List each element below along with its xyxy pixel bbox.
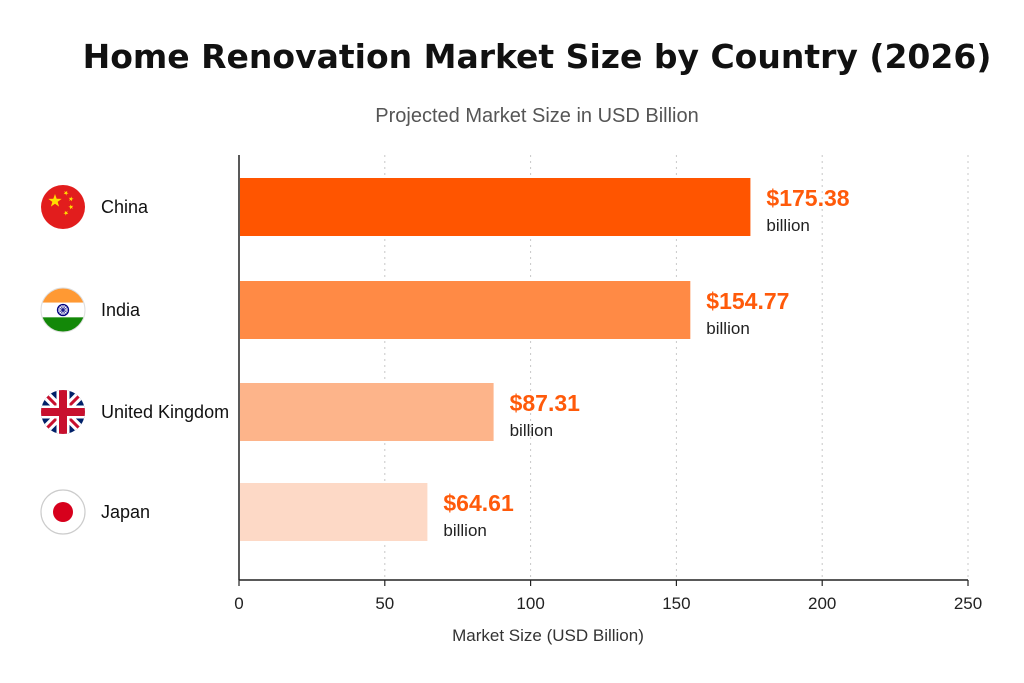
japan-flag-icon: [40, 489, 86, 535]
bar: [240, 483, 428, 541]
china-flag-icon: [41, 185, 85, 229]
chart-subtitle: Projected Market Size in USD Billion: [375, 105, 698, 127]
y-tick-label: United Kingdom: [101, 402, 229, 422]
bar: [240, 281, 691, 339]
flags: [40, 185, 86, 535]
x-tick-label: 50: [375, 594, 394, 613]
data-label-unit: billion: [443, 521, 486, 540]
x-tick-label: 200: [808, 594, 836, 613]
x-axis-label: Market Size (USD Billion): [452, 626, 644, 645]
x-tick-label: 150: [662, 594, 690, 613]
data-label-unit: billion: [766, 216, 809, 235]
data-label: $154.77: [706, 288, 789, 314]
bars: [240, 178, 751, 541]
x-tick-label: 250: [954, 594, 982, 613]
uk-flag-icon: [41, 390, 85, 434]
data-label: $87.31: [510, 390, 581, 416]
data-label: $175.38: [766, 185, 849, 211]
labels: $175.38 billion China $154.77 billion India $8…: [101, 185, 850, 540]
y-tick-label: China: [101, 197, 149, 217]
y-tick-label: India: [101, 300, 141, 320]
x-tick-label: 0: [234, 594, 243, 613]
x-ticks: 0 50 100 150 200 250: [234, 580, 982, 613]
chart-title: Home Renovation Market Size by Country (…: [83, 37, 992, 76]
bar: [240, 383, 494, 441]
bar: [240, 178, 751, 236]
data-label-unit: billion: [706, 319, 749, 338]
y-tick-label: Japan: [101, 502, 150, 522]
data-label-unit: billion: [510, 421, 553, 440]
india-flag-icon: [40, 287, 86, 333]
data-label: $64.61: [443, 490, 514, 516]
x-tick-label: 100: [516, 594, 544, 613]
